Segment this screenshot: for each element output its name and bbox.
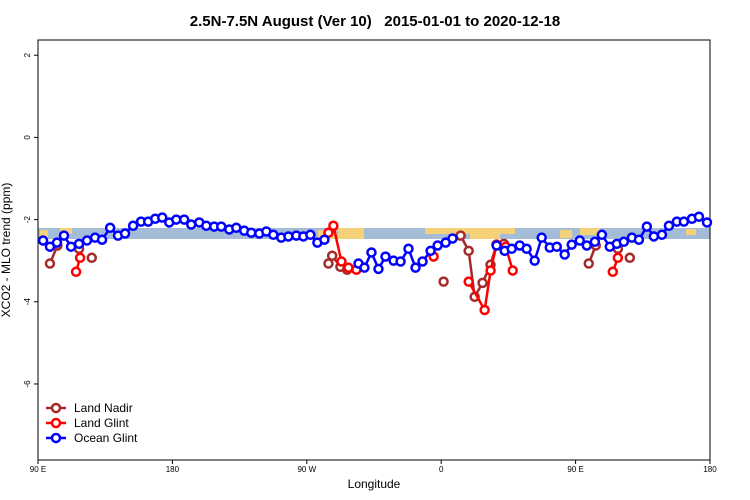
y-tick-label: 2 [23, 52, 32, 57]
point [529, 255, 540, 266]
y-tick-label: -6 [23, 380, 32, 388]
point [463, 276, 474, 287]
ocean-band [38, 228, 710, 239]
y-tick-label: -2 [23, 215, 32, 223]
point [612, 252, 624, 264]
point [127, 220, 139, 232]
point [37, 235, 49, 246]
point [583, 258, 594, 269]
point [536, 232, 547, 243]
point [641, 221, 653, 232]
point [455, 230, 466, 241]
x-tick-label: 90 E [30, 465, 46, 474]
point [74, 252, 86, 264]
point [447, 233, 458, 244]
point [607, 266, 619, 278]
point [624, 252, 636, 264]
point [104, 222, 116, 234]
legend-label: Ocean Glint [74, 431, 138, 445]
point [656, 229, 668, 241]
point [380, 251, 391, 262]
point [463, 245, 474, 257]
point [215, 221, 227, 232]
point [425, 245, 436, 257]
point [574, 235, 586, 246]
point [373, 263, 384, 275]
point [618, 236, 630, 248]
point [81, 235, 93, 246]
legend-label: Land Glint [74, 416, 129, 430]
land-patch [40, 228, 696, 239]
point [559, 249, 570, 260]
point [403, 243, 414, 255]
point [65, 241, 77, 252]
x-tick-label: 180 [166, 465, 180, 474]
legend-marker [50, 402, 62, 414]
y-axis-label: XCO2 - MLO trend (ppm) [0, 183, 13, 318]
y-tick-label: -4 [23, 298, 32, 306]
plot-frame [37, 39, 711, 461]
point [410, 262, 421, 273]
point [326, 250, 338, 262]
point [581, 240, 593, 251]
point [596, 229, 608, 241]
point [491, 240, 502, 251]
legend-marker [50, 432, 62, 444]
point [328, 220, 339, 232]
point [633, 234, 645, 245]
point [432, 240, 443, 251]
point [701, 217, 713, 228]
x-tick-label: 0 [439, 465, 444, 474]
point [507, 265, 518, 276]
x-tick-label: 180 [703, 465, 717, 474]
point [589, 236, 601, 248]
point [506, 243, 517, 255]
legend-marker [50, 417, 62, 429]
chart-title: 2.5N-7.5N August (Ver 10) 2015-01-01 to … [190, 13, 560, 30]
point [58, 230, 70, 241]
point [663, 220, 675, 232]
point [245, 227, 257, 238]
point [319, 234, 330, 245]
point [693, 211, 705, 222]
point [359, 262, 370, 273]
point [366, 247, 377, 258]
point [485, 265, 496, 276]
map-band [38, 228, 710, 239]
point [51, 237, 63, 248]
point [678, 216, 690, 227]
point [178, 214, 190, 225]
point [479, 304, 490, 316]
point [305, 229, 316, 241]
point [477, 277, 488, 289]
legend-label: Land Nadir [74, 401, 133, 415]
y-tick-label: 0 [23, 135, 32, 140]
point [438, 276, 449, 287]
point [417, 256, 428, 267]
point [44, 258, 56, 269]
point [336, 256, 347, 267]
point [70, 266, 82, 278]
point [96, 234, 108, 245]
point [119, 228, 131, 239]
point [185, 219, 197, 230]
point [156, 212, 168, 223]
x-axis-label: Longitude [348, 477, 401, 491]
point [551, 241, 563, 252]
point [86, 252, 98, 264]
x-tick-label: 90 E [567, 465, 583, 474]
point [566, 239, 577, 250]
point [648, 231, 660, 242]
point [521, 243, 532, 255]
point [395, 256, 406, 267]
point [323, 258, 334, 269]
x-tick-label: 90 W [297, 465, 316, 474]
